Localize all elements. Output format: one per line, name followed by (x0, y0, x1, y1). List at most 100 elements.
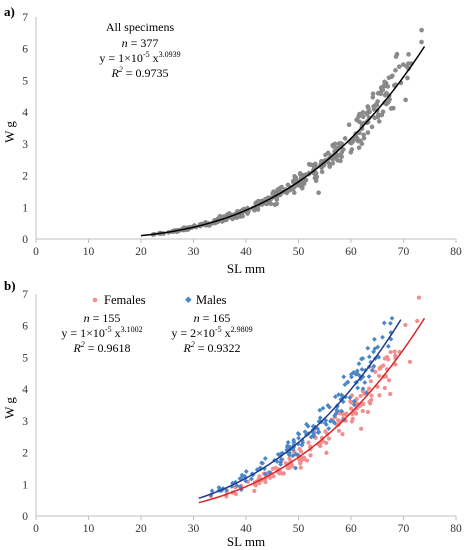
x-tick-label: 50 (293, 246, 305, 258)
data-point (338, 408, 344, 414)
data-point (393, 362, 398, 367)
panel-a-points (150, 27, 424, 237)
data-point (380, 334, 385, 340)
data-point (324, 450, 329, 455)
data-point (385, 354, 390, 360)
data-point (355, 385, 361, 391)
data-point (366, 374, 372, 379)
y-tick-label: 4 (22, 107, 28, 119)
data-point (287, 465, 292, 471)
data-point (243, 469, 249, 474)
data-point (341, 374, 347, 380)
data-point (249, 476, 254, 482)
data-point (360, 386, 366, 392)
panel-b-fits (198, 317, 426, 504)
y-tick-label: 6 (22, 44, 28, 56)
data-point (359, 426, 364, 431)
data-point (336, 428, 342, 433)
panel-b-axes (35, 294, 456, 517)
data-point (332, 413, 338, 419)
fit-curve-males (198, 319, 402, 500)
data-point (360, 114, 366, 120)
data-point (358, 393, 363, 399)
data-point (406, 61, 411, 66)
panel-a-axes (35, 17, 456, 240)
data-point (285, 182, 291, 188)
data-point (348, 406, 354, 411)
panel-a-annotation-r2: R2 = 0.9735 (110, 65, 168, 80)
data-point (313, 178, 319, 184)
data-point (366, 354, 372, 360)
panel-a-y-ticks: 0 1 2 3 4 5 6 7 (22, 12, 28, 246)
data-point (320, 405, 326, 411)
data-point (308, 453, 313, 458)
data-point (393, 67, 398, 73)
data-point (292, 173, 297, 179)
data-point (356, 361, 362, 367)
panel-b-y-ticks: 0 1 2 3 4 5 6 7 (22, 289, 28, 523)
data-point (317, 407, 323, 413)
data-point (382, 385, 387, 391)
data-point (315, 426, 321, 432)
data-point (330, 160, 336, 166)
data-point (308, 162, 314, 168)
data-point (271, 474, 276, 479)
data-point (419, 39, 424, 45)
data-point (377, 365, 382, 371)
data-point (349, 419, 355, 424)
panel-a-annotation-equation: y = 1×10-5 x3.0939 (99, 50, 180, 65)
data-point (381, 320, 387, 326)
data-point (274, 197, 280, 202)
data-point (416, 295, 422, 300)
data-point (356, 145, 362, 150)
data-point (319, 169, 325, 175)
data-point (369, 393, 374, 398)
x-tick-label: 10 (83, 523, 95, 535)
data-point (229, 484, 235, 489)
data-point (338, 141, 343, 146)
data-point (369, 367, 375, 373)
data-point (396, 64, 402, 69)
data-point (339, 392, 344, 398)
data-point (370, 91, 376, 97)
data-point (275, 451, 281, 457)
data-point (323, 429, 328, 434)
data-point (358, 356, 364, 362)
fit-curve-all-specimens (140, 46, 426, 237)
data-point (385, 343, 391, 349)
data-point (393, 54, 399, 59)
panel-a-annotation-n: n = 377 (122, 36, 159, 50)
data-point (270, 191, 275, 196)
data-point (252, 488, 257, 494)
panel-a-x-axis-label: SL mm (227, 261, 265, 276)
data-point (299, 185, 305, 191)
data-point (381, 83, 387, 88)
fit-curve-females (198, 317, 426, 504)
data-point (346, 122, 352, 128)
data-point (375, 344, 381, 350)
data-point (208, 492, 214, 498)
data-point (332, 420, 338, 426)
data-point (334, 409, 340, 414)
data-point (351, 402, 357, 408)
data-point (386, 75, 392, 81)
legend-label-females: Females (104, 293, 146, 307)
data-point (262, 466, 267, 472)
data-point (327, 404, 332, 410)
males-annotation-r2: R2 = 0.9322 (182, 340, 240, 355)
data-point (371, 363, 377, 369)
data-point (386, 378, 392, 383)
data-point (341, 147, 346, 152)
data-point (373, 102, 379, 107)
data-point (371, 336, 377, 342)
data-point (209, 488, 215, 494)
y-tick-label: 3 (22, 139, 28, 151)
data-point (342, 136, 348, 141)
y-tick-label: 2 (22, 171, 28, 183)
data-point (336, 392, 341, 398)
panel-b-label: b) (4, 278, 16, 293)
data-point (257, 465, 263, 471)
data-point (354, 396, 359, 402)
